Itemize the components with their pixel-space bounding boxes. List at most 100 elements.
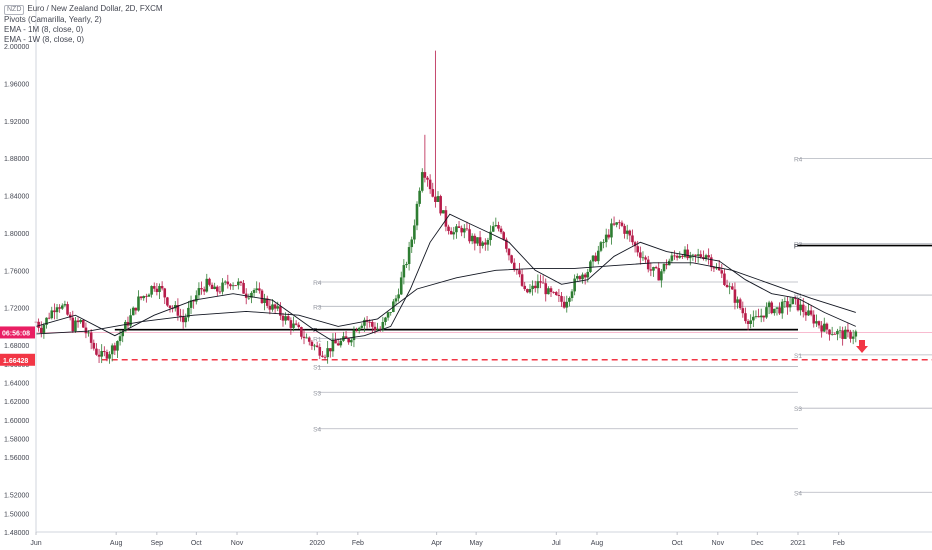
time-tick-label: Jul bbox=[552, 540, 561, 547]
candle-body bbox=[830, 333, 834, 335]
price-tick-label: 1.96000 bbox=[4, 81, 29, 88]
candle-body bbox=[457, 226, 461, 228]
candle-body bbox=[709, 257, 713, 268]
price-tick-label: 1.80000 bbox=[4, 231, 29, 238]
candle-body bbox=[297, 324, 301, 328]
candle-body bbox=[491, 226, 495, 232]
candle-body bbox=[139, 296, 143, 299]
candle-body bbox=[497, 225, 500, 229]
candle-body bbox=[699, 254, 703, 258]
time-tick-label: Dec bbox=[751, 540, 764, 547]
candle-body bbox=[604, 234, 608, 243]
candle-body bbox=[50, 310, 54, 319]
pivot-label-s1: S1 bbox=[313, 365, 321, 372]
candle-body bbox=[347, 338, 350, 343]
candle-body bbox=[523, 285, 527, 290]
alert-price-tag-label: 1.66428 bbox=[3, 358, 28, 365]
candle-body bbox=[121, 331, 125, 337]
candle-body bbox=[476, 237, 479, 244]
candle-body bbox=[76, 320, 80, 323]
candle-body bbox=[363, 319, 366, 326]
price-tick-label: 1.84000 bbox=[4, 194, 29, 201]
candle-body bbox=[843, 329, 847, 339]
candle-body bbox=[55, 307, 59, 313]
candle-body bbox=[804, 311, 808, 316]
candle-body bbox=[239, 281, 243, 283]
candle-body bbox=[218, 291, 222, 293]
candle-body bbox=[145, 295, 148, 297]
candle-body bbox=[731, 286, 734, 290]
time-tick-label: May bbox=[470, 540, 484, 547]
candle-body bbox=[820, 325, 823, 332]
candle-body bbox=[636, 246, 640, 253]
candle-body bbox=[720, 270, 724, 274]
chart-title: Euro / New Zealand Dollar, 2D, FXCM bbox=[27, 4, 163, 13]
candle-body bbox=[568, 298, 571, 302]
pivot-label-s1: S1 bbox=[794, 353, 802, 360]
candle-body bbox=[594, 255, 597, 262]
candle-body bbox=[168, 305, 172, 309]
candle-body bbox=[300, 327, 303, 337]
candle-body bbox=[786, 301, 789, 308]
candle-body bbox=[625, 230, 629, 234]
candle-body bbox=[326, 348, 329, 358]
candle-body bbox=[105, 352, 109, 359]
candle-body bbox=[371, 321, 374, 327]
time-tick-label: Apr bbox=[431, 540, 443, 547]
candle-body bbox=[562, 301, 566, 308]
time-axis[interactable]: Jun Aug Sep Oct Nov 2020 Feb Apr May Jul Aug Oct Nov… bbox=[30, 531, 932, 547]
candle-body bbox=[226, 281, 230, 285]
price-axis[interactable]: 1.48000 1.50000 1.52000 1.56000 1.58000 1.600… bbox=[0, 0, 37, 537]
candle-body bbox=[575, 276, 579, 279]
legend-ema-1m[interactable]: EMA - 1M (8, close, 0) bbox=[4, 25, 84, 34]
time-tick-label: Oct bbox=[672, 540, 683, 547]
candle-body bbox=[397, 294, 400, 299]
candle-body bbox=[825, 323, 829, 330]
candle-body bbox=[221, 282, 224, 292]
candle-body bbox=[394, 298, 398, 302]
legend-ema-1w[interactable]: EMA - 1W (8, close, 0) bbox=[4, 35, 85, 44]
candle-body bbox=[607, 234, 611, 238]
candle-body bbox=[725, 284, 729, 288]
price-tick-label: 1.58000 bbox=[4, 437, 29, 444]
ema-lines bbox=[35, 213, 856, 341]
symbol-badge[interactable]: NZD bbox=[4, 5, 25, 15]
candle-body bbox=[455, 226, 458, 233]
candle-body bbox=[712, 267, 716, 269]
candle-body bbox=[691, 254, 695, 256]
candle-body bbox=[836, 330, 839, 335]
candle-body bbox=[399, 277, 403, 295]
candle-body bbox=[660, 271, 663, 281]
candle-body bbox=[494, 225, 498, 227]
candle-body bbox=[39, 327, 43, 333]
candle-body bbox=[452, 232, 456, 235]
candle-body bbox=[407, 247, 411, 265]
candle-body bbox=[673, 255, 676, 257]
candle-body bbox=[749, 320, 752, 324]
candle-body bbox=[615, 222, 618, 225]
pivot-label-s3: S3 bbox=[794, 406, 802, 413]
candle-body bbox=[103, 351, 106, 353]
candle-body bbox=[502, 232, 506, 240]
candle-body bbox=[554, 292, 558, 295]
candle-body bbox=[552, 292, 555, 293]
time-tick-label: Aug bbox=[591, 540, 604, 547]
legend-pivots[interactable]: Pivots (Camarilla, Yearly, 2) bbox=[4, 15, 102, 24]
candle-body bbox=[231, 285, 235, 287]
candle-body bbox=[247, 297, 251, 299]
price-tick-label: 1.52000 bbox=[4, 493, 29, 500]
candle-body bbox=[42, 324, 46, 333]
time-tick-label: Oct bbox=[191, 540, 202, 547]
current-price-tag bbox=[0, 326, 35, 339]
candle-body bbox=[415, 203, 419, 226]
candle-body bbox=[778, 307, 781, 314]
candle-body bbox=[736, 299, 739, 303]
candle-body bbox=[775, 307, 779, 309]
candle-body bbox=[202, 289, 206, 292]
candle-body bbox=[486, 240, 490, 245]
candle-body bbox=[302, 336, 306, 339]
pivot-label-p: P bbox=[313, 328, 317, 335]
candle-body bbox=[410, 239, 414, 248]
candle-body bbox=[822, 323, 826, 332]
